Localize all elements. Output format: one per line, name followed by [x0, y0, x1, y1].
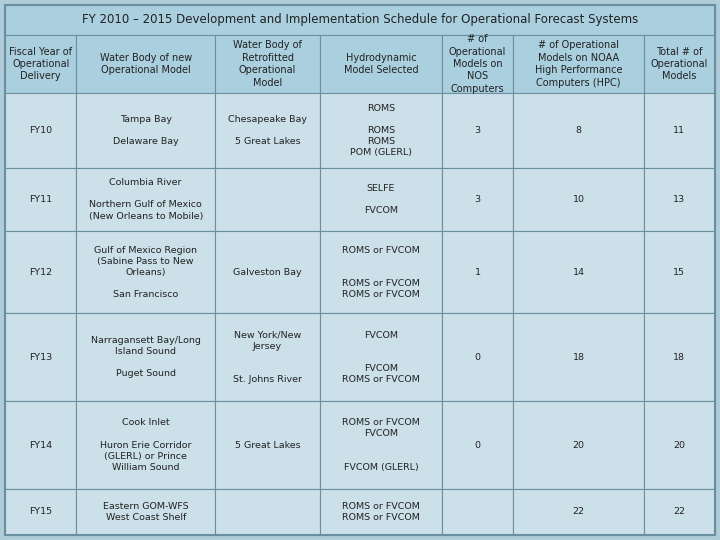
Text: FY14: FY14: [29, 441, 53, 450]
Bar: [320, 489, 442, 535]
Bar: [320, 35, 442, 93]
Text: Gulf of Mexico Region
(Sabine Pass to New
Orleans)

San Francisco: Gulf of Mexico Region (Sabine Pass to Ne…: [94, 246, 197, 299]
Bar: [5, 313, 76, 401]
Bar: [215, 313, 320, 401]
Bar: [513, 401, 644, 489]
Bar: [644, 401, 715, 489]
Text: FY15: FY15: [29, 508, 53, 516]
Bar: [76, 401, 215, 489]
Bar: [215, 231, 320, 313]
Bar: [215, 489, 320, 535]
Text: 18: 18: [572, 353, 585, 362]
Bar: [513, 231, 644, 313]
Bar: [5, 35, 76, 93]
Bar: [5, 167, 76, 231]
Text: Fiscal Year of
Operational
Delivery: Fiscal Year of Operational Delivery: [9, 46, 72, 82]
Bar: [76, 231, 215, 313]
Bar: [320, 231, 442, 313]
Text: SELFE

FVCOM: SELFE FVCOM: [364, 184, 398, 215]
Text: # of
Operational
Models on
NOS
Computers: # of Operational Models on NOS Computers: [449, 34, 506, 94]
Bar: [644, 489, 715, 535]
Text: Columbia River

Northern Gulf of Mexico
(New Orleans to Mobile): Columbia River Northern Gulf of Mexico (…: [89, 178, 203, 220]
Text: 0: 0: [474, 441, 481, 450]
Bar: [513, 313, 644, 401]
Bar: [215, 93, 320, 167]
Text: Chesapeake Bay

5 Great Lakes: Chesapeake Bay 5 Great Lakes: [228, 114, 307, 146]
Text: Total # of
Operational
Models: Total # of Operational Models: [651, 46, 708, 82]
Text: Narragansett Bay/Long
Island Sound

Puget Sound: Narragansett Bay/Long Island Sound Puget…: [91, 336, 201, 379]
Text: FY13: FY13: [29, 353, 53, 362]
Text: FY 2010 – 2015 Development and Implementation Schedule for Operational Forecast : FY 2010 – 2015 Development and Implement…: [82, 14, 638, 26]
Text: 1: 1: [474, 268, 481, 277]
Text: 3: 3: [474, 126, 481, 135]
Text: 10: 10: [572, 195, 585, 204]
Bar: [442, 231, 513, 313]
Bar: [442, 489, 513, 535]
Text: 20: 20: [673, 441, 685, 450]
Bar: [215, 167, 320, 231]
Bar: [5, 5, 715, 35]
Text: 0: 0: [474, 353, 481, 362]
Bar: [644, 313, 715, 401]
Bar: [5, 93, 76, 167]
Bar: [76, 313, 215, 401]
Text: FY11: FY11: [29, 195, 53, 204]
Bar: [442, 93, 513, 167]
Bar: [215, 35, 320, 93]
Bar: [442, 167, 513, 231]
Text: 3: 3: [474, 195, 481, 204]
Bar: [644, 35, 715, 93]
Text: ROMS or FVCOM


ROMS or FVCOM
ROMS or FVCOM: ROMS or FVCOM ROMS or FVCOM ROMS or FVCO…: [342, 246, 420, 299]
Text: New York/New
Jersey


St. Johns River: New York/New Jersey St. Johns River: [233, 330, 302, 384]
Text: 11: 11: [673, 126, 685, 135]
Bar: [513, 93, 644, 167]
Bar: [5, 489, 76, 535]
Text: 8: 8: [575, 126, 582, 135]
Text: 20: 20: [572, 441, 585, 450]
Bar: [215, 401, 320, 489]
Bar: [442, 35, 513, 93]
Bar: [644, 231, 715, 313]
Text: 14: 14: [572, 268, 585, 277]
Text: 22: 22: [572, 508, 585, 516]
Text: ROMS

ROMS
ROMS
POM (GLERL): ROMS ROMS ROMS POM (GLERL): [350, 104, 412, 157]
Text: 15: 15: [673, 268, 685, 277]
Bar: [513, 167, 644, 231]
Bar: [76, 489, 215, 535]
Bar: [644, 93, 715, 167]
Bar: [442, 313, 513, 401]
Text: 5 Great Lakes: 5 Great Lakes: [235, 441, 300, 450]
Bar: [5, 231, 76, 313]
Text: Galveston Bay: Galveston Bay: [233, 268, 302, 277]
Text: 22: 22: [673, 508, 685, 516]
Bar: [76, 93, 215, 167]
Text: ROMS or FVCOM
ROMS or FVCOM: ROMS or FVCOM ROMS or FVCOM: [342, 502, 420, 522]
Text: ROMS or FVCOM
FVCOM


FVCOM (GLERL): ROMS or FVCOM FVCOM FVCOM (GLERL): [342, 418, 420, 472]
Bar: [513, 35, 644, 93]
Text: Water Body of
Retrofitted
Operational
Model: Water Body of Retrofitted Operational Mo…: [233, 40, 302, 87]
Bar: [76, 35, 215, 93]
Bar: [320, 401, 442, 489]
Bar: [320, 93, 442, 167]
Text: Tampa Bay

Delaware Bay: Tampa Bay Delaware Bay: [113, 114, 179, 146]
Bar: [442, 401, 513, 489]
Bar: [320, 313, 442, 401]
Text: Hydrodynamic
Model Selected: Hydrodynamic Model Selected: [343, 53, 418, 75]
Text: # of Operational
Models on NOAA
High Performance
Computers (HPC): # of Operational Models on NOAA High Per…: [535, 40, 622, 87]
Bar: [76, 167, 215, 231]
Text: FY12: FY12: [29, 268, 53, 277]
Text: FVCOM


FVCOM
ROMS or FVCOM: FVCOM FVCOM ROMS or FVCOM: [342, 330, 420, 384]
Bar: [644, 167, 715, 231]
Bar: [320, 167, 442, 231]
Text: Eastern GOM-WFS
West Coast Shelf: Eastern GOM-WFS West Coast Shelf: [103, 502, 189, 522]
Text: 18: 18: [673, 353, 685, 362]
Bar: [513, 489, 644, 535]
Text: FY10: FY10: [29, 126, 53, 135]
Text: 13: 13: [673, 195, 685, 204]
Text: Cook Inlet

Huron Erie Corridor
(GLERL) or Prince
William Sound: Cook Inlet Huron Erie Corridor (GLERL) o…: [100, 418, 192, 472]
Text: Water Body of new
Operational Model: Water Body of new Operational Model: [99, 53, 192, 75]
Bar: [5, 401, 76, 489]
